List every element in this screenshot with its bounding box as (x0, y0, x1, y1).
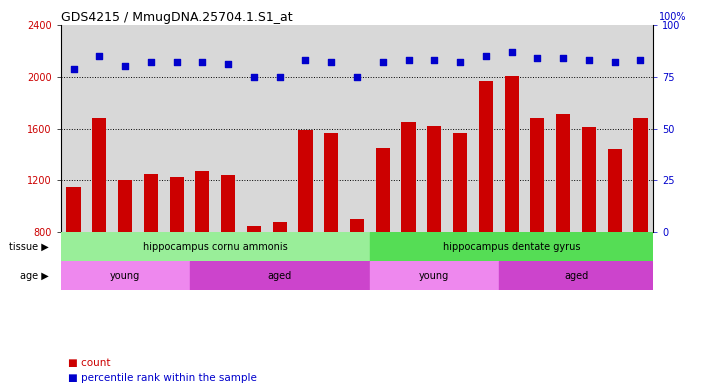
Point (428, 57, 440, 63)
Text: ■ count: ■ count (68, 358, 111, 368)
Text: 100%: 100% (659, 12, 686, 22)
Bar (298, 130, 313, 232)
Bar (221, 175, 235, 232)
Point (532, 55, 543, 61)
Bar (556, 114, 570, 232)
Point (351, 74, 363, 80)
Bar (608, 149, 622, 232)
Bar (376, 148, 390, 232)
Point (119, 63, 131, 70)
Bar (196, 171, 209, 232)
Bar (118, 180, 132, 232)
Point (635, 57, 646, 63)
Point (68, 65, 79, 71)
Bar (633, 118, 648, 232)
Bar (66, 187, 81, 232)
Bar (505, 76, 518, 232)
Bar (144, 174, 158, 232)
Bar (370, 232, 653, 261)
Bar (324, 132, 338, 232)
Bar (169, 177, 183, 232)
Point (377, 59, 388, 65)
Bar (92, 118, 106, 232)
Bar (498, 261, 653, 290)
Text: tissue ▶: tissue ▶ (9, 242, 49, 252)
Bar (189, 261, 370, 290)
Point (326, 59, 337, 65)
Point (196, 59, 208, 65)
Point (403, 57, 414, 63)
Bar (582, 127, 596, 232)
Bar (350, 219, 364, 232)
Point (300, 57, 311, 63)
Bar (479, 81, 493, 232)
Point (480, 53, 491, 59)
Text: aged: aged (268, 270, 292, 281)
Point (94, 53, 105, 59)
Point (223, 61, 234, 68)
Bar (61, 261, 189, 290)
Point (454, 59, 466, 65)
Bar (427, 126, 441, 232)
Bar (273, 222, 287, 232)
Point (274, 74, 286, 80)
Point (558, 55, 569, 61)
Bar (531, 118, 545, 232)
Text: aged: aged (564, 270, 588, 281)
Text: GDS4215 / MmugDNA.25704.1.S1_at: GDS4215 / MmugDNA.25704.1.S1_at (61, 11, 292, 24)
Bar (453, 132, 467, 232)
Point (248, 74, 260, 80)
Point (145, 59, 156, 65)
Point (609, 59, 620, 65)
Text: young: young (110, 270, 140, 281)
Bar (401, 122, 416, 232)
Text: young: young (419, 270, 449, 281)
Point (506, 49, 518, 55)
Bar (61, 232, 370, 261)
Point (583, 57, 595, 63)
Text: ■ percentile rank within the sample: ■ percentile rank within the sample (68, 373, 257, 383)
Point (171, 59, 182, 65)
Bar (370, 261, 498, 290)
Text: age ▶: age ▶ (20, 270, 49, 281)
Text: hippocampus cornu ammonis: hippocampus cornu ammonis (143, 242, 288, 252)
Bar (247, 226, 261, 232)
Text: hippocampus dentate gyrus: hippocampus dentate gyrus (443, 242, 580, 252)
